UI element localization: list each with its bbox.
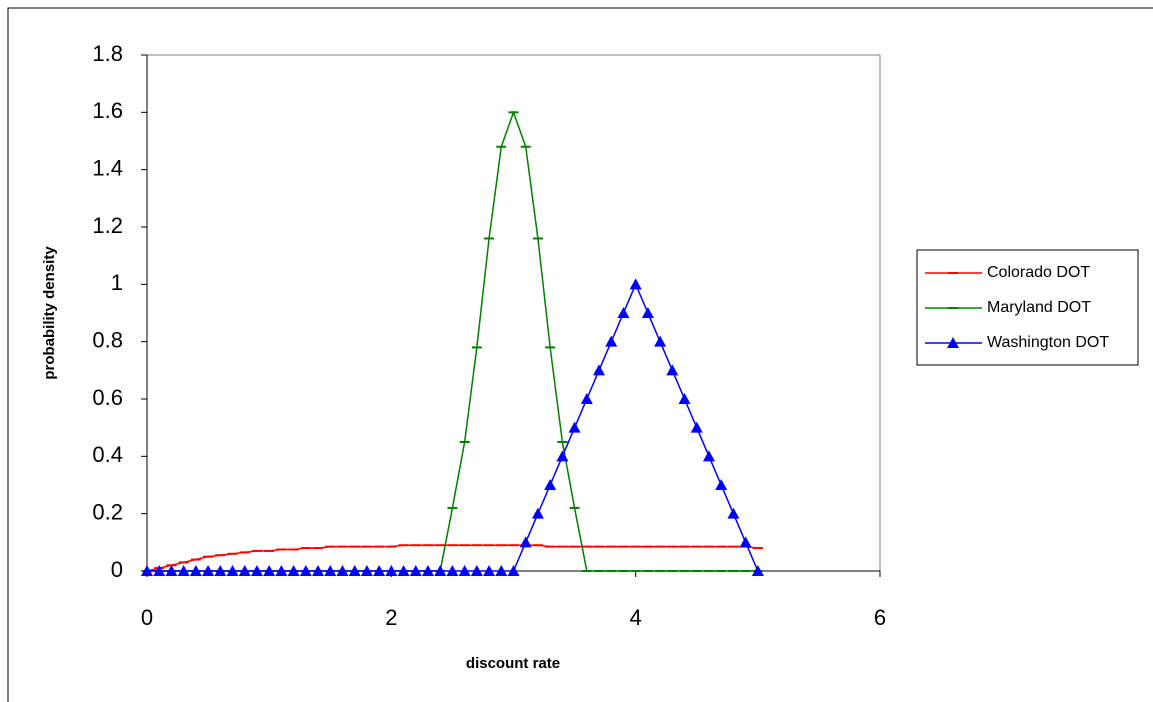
data-point bbox=[348, 565, 361, 576]
data-point bbox=[690, 421, 703, 433]
y-tick-label: 0.8 bbox=[92, 327, 123, 352]
data-point bbox=[336, 565, 349, 576]
data-point bbox=[580, 393, 593, 404]
data-point bbox=[470, 565, 483, 576]
data-point bbox=[385, 565, 398, 576]
y-tick-label: 0.6 bbox=[92, 385, 123, 410]
data-point bbox=[739, 536, 752, 548]
data-point bbox=[507, 565, 520, 576]
plot-area bbox=[146, 54, 881, 572]
x-tick-label: 0 bbox=[141, 605, 153, 630]
y-tick-label: 1.4 bbox=[92, 155, 123, 180]
data-point bbox=[165, 565, 178, 576]
data-point bbox=[483, 565, 496, 576]
data-point bbox=[299, 565, 312, 576]
x-tick-label: 6 bbox=[874, 605, 886, 630]
data-point bbox=[593, 364, 606, 376]
x-tick-label: 4 bbox=[630, 605, 642, 630]
data-point bbox=[556, 450, 569, 462]
data-point bbox=[202, 565, 215, 576]
y-tick-label: 1.2 bbox=[92, 213, 123, 238]
data-point bbox=[421, 565, 434, 576]
data-point bbox=[238, 565, 251, 576]
y-tick-label: 1.8 bbox=[92, 41, 123, 66]
data-point bbox=[177, 565, 190, 576]
y-tick-label: 1 bbox=[111, 270, 123, 295]
data-point bbox=[702, 450, 715, 462]
data-point bbox=[666, 364, 679, 376]
y-tick-label: 1.6 bbox=[92, 98, 123, 123]
data-point bbox=[409, 565, 422, 576]
data-point bbox=[641, 307, 654, 318]
data-point bbox=[324, 565, 337, 576]
data-point bbox=[250, 565, 263, 576]
x-axis-title: discount rate bbox=[466, 655, 560, 672]
y-axis-title: probability density bbox=[41, 246, 58, 380]
data-point bbox=[263, 565, 276, 576]
legend-label: Washington DOT bbox=[987, 334, 1109, 351]
data-point bbox=[715, 479, 728, 490]
data-point bbox=[275, 565, 288, 576]
data-point bbox=[678, 393, 691, 404]
data-point bbox=[751, 565, 764, 576]
data-point bbox=[605, 335, 618, 347]
data-point bbox=[544, 479, 557, 490]
data-point bbox=[312, 565, 325, 576]
data-point bbox=[458, 565, 471, 576]
data-point bbox=[287, 565, 300, 576]
data-point bbox=[531, 507, 544, 519]
y-tick-label: 0 bbox=[111, 557, 123, 582]
legend-marker bbox=[947, 337, 959, 348]
legend-label: Colorado DOT bbox=[987, 264, 1090, 281]
data-point bbox=[568, 421, 581, 433]
data-point bbox=[373, 565, 386, 576]
data-point bbox=[153, 565, 166, 576]
data-point bbox=[617, 307, 630, 318]
data-point bbox=[519, 536, 532, 548]
data-point bbox=[654, 335, 667, 347]
data-point bbox=[226, 565, 239, 576]
legend-label: Maryland DOT bbox=[987, 299, 1091, 316]
data-point bbox=[446, 565, 459, 576]
data-point bbox=[214, 565, 227, 576]
data-point bbox=[397, 565, 410, 576]
x-tick-label: 2 bbox=[385, 605, 397, 630]
data-point bbox=[434, 565, 447, 576]
y-tick-label: 0.2 bbox=[92, 499, 123, 524]
data-point bbox=[727, 507, 740, 519]
data-point bbox=[141, 565, 153, 576]
data-point bbox=[495, 565, 508, 576]
data-point bbox=[629, 278, 642, 290]
data-point bbox=[189, 565, 202, 576]
data-point bbox=[360, 565, 373, 576]
y-tick-label: 0.4 bbox=[92, 442, 123, 467]
